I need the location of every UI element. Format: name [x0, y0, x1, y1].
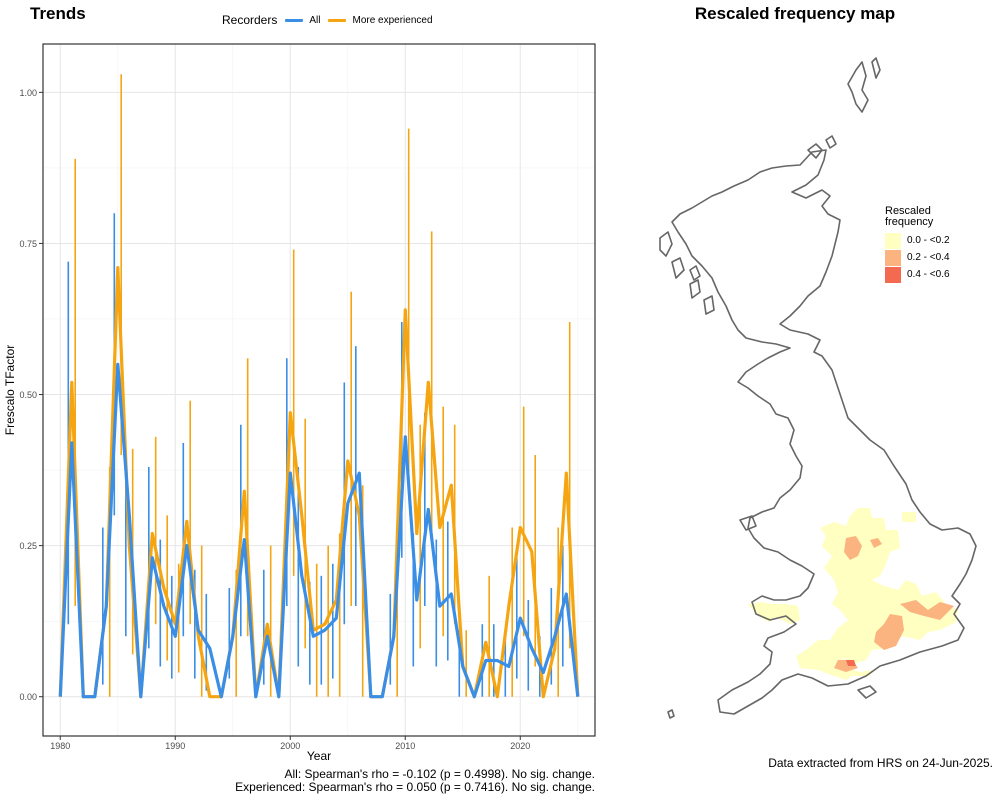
legend-label-all: All	[309, 14, 321, 26]
freq-cell-low-ne	[902, 512, 916, 522]
x-tick-label: 2000	[280, 741, 300, 751]
frequency-map	[659, 57, 977, 719]
map-legend-item-high: 0.4 - <0.6	[885, 266, 950, 283]
x-tick-label: 1990	[165, 741, 185, 751]
x-tick-label: 1980	[50, 741, 70, 751]
legend-item-experienced: More experienced	[328, 14, 433, 26]
legend-title: Recorders	[222, 13, 278, 27]
great-britain-outline	[671, 149, 977, 715]
map-legend-item-mid: 0.2 - <0.4	[885, 249, 950, 266]
legend-swatch-all	[285, 18, 304, 22]
freq-cells-high	[846, 660, 856, 666]
map-legend-title-line1: Rescaled	[885, 205, 931, 217]
freq-cells-low-west	[748, 602, 800, 624]
y-tick-label: 0.50	[19, 390, 37, 400]
y-tick-label: 0.75	[19, 239, 37, 249]
map-legend-item-low: 0.0 - <0.2	[885, 232, 950, 249]
freq-cells-mid	[834, 536, 954, 672]
coastline	[659, 57, 977, 719]
data-extraction-note: Data extracted from HRS on 24-Jun-2025.	[768, 756, 993, 770]
y-tick-label: 0.25	[19, 541, 37, 551]
legend-item-all: All	[285, 15, 320, 26]
map-legend-label-high: 0.4 - <0.6	[907, 269, 950, 280]
map-legend-label-low: 0.0 - <0.2	[907, 235, 950, 246]
y-tick-label: 1.00	[19, 88, 37, 98]
scilly-outline	[667, 709, 675, 719]
legend-label-experienced: More experienced	[352, 14, 433, 26]
stats-experienced: Experienced: Spearman's rho = 0.050 (p =…	[235, 780, 595, 794]
chart-legend: Recorders All More experienced	[222, 12, 433, 28]
stats-all: All: Spearman's rho = -0.102 (p = 0.4998…	[284, 767, 595, 781]
map-title: Rescaled frequency map	[694, 4, 896, 23]
map-legend-swatch-mid	[885, 249, 901, 266]
chart-title: Trends	[30, 4, 86, 23]
orkney-outline	[807, 135, 837, 159]
isle-of-wight-outline	[857, 685, 877, 699]
y-axis-label: Frescalo TFactor	[3, 345, 17, 435]
shetland-outline	[847, 57, 881, 113]
map-legend-title: Rescaled frequency	[885, 206, 950, 228]
hebrides-outline	[659, 231, 715, 315]
map-legend: Rescaled frequency 0.0 - <0.2 0.2 - <0.4…	[885, 206, 950, 283]
map-legend-swatch-high	[885, 266, 901, 283]
x-axis-label: Year	[307, 749, 331, 763]
map-legend-label-mid: 0.2 - <0.4	[907, 252, 950, 263]
plot-border	[42, 43, 596, 737]
map-legend-title-line2: frequency	[885, 216, 934, 228]
map-legend-swatch-low	[885, 232, 901, 249]
frequency-cells	[748, 508, 958, 680]
x-tick-label: 2010	[395, 741, 415, 751]
legend-swatch-experienced	[328, 18, 347, 22]
anglesey-outline	[739, 515, 757, 531]
x-tick-label: 2020	[510, 741, 530, 751]
series-line-all	[58, 362, 580, 699]
freq-cells-low	[796, 508, 958, 680]
y-tick-label: 0.00	[19, 692, 37, 702]
trend-statistics: All: Spearman's rho = -0.102 (p = 0.4998…	[60, 768, 595, 794]
trends-chart: 0.00 0.25 0.50 0.75 1.00 1980 1990 2000 2010 2020…	[3, 43, 596, 763]
